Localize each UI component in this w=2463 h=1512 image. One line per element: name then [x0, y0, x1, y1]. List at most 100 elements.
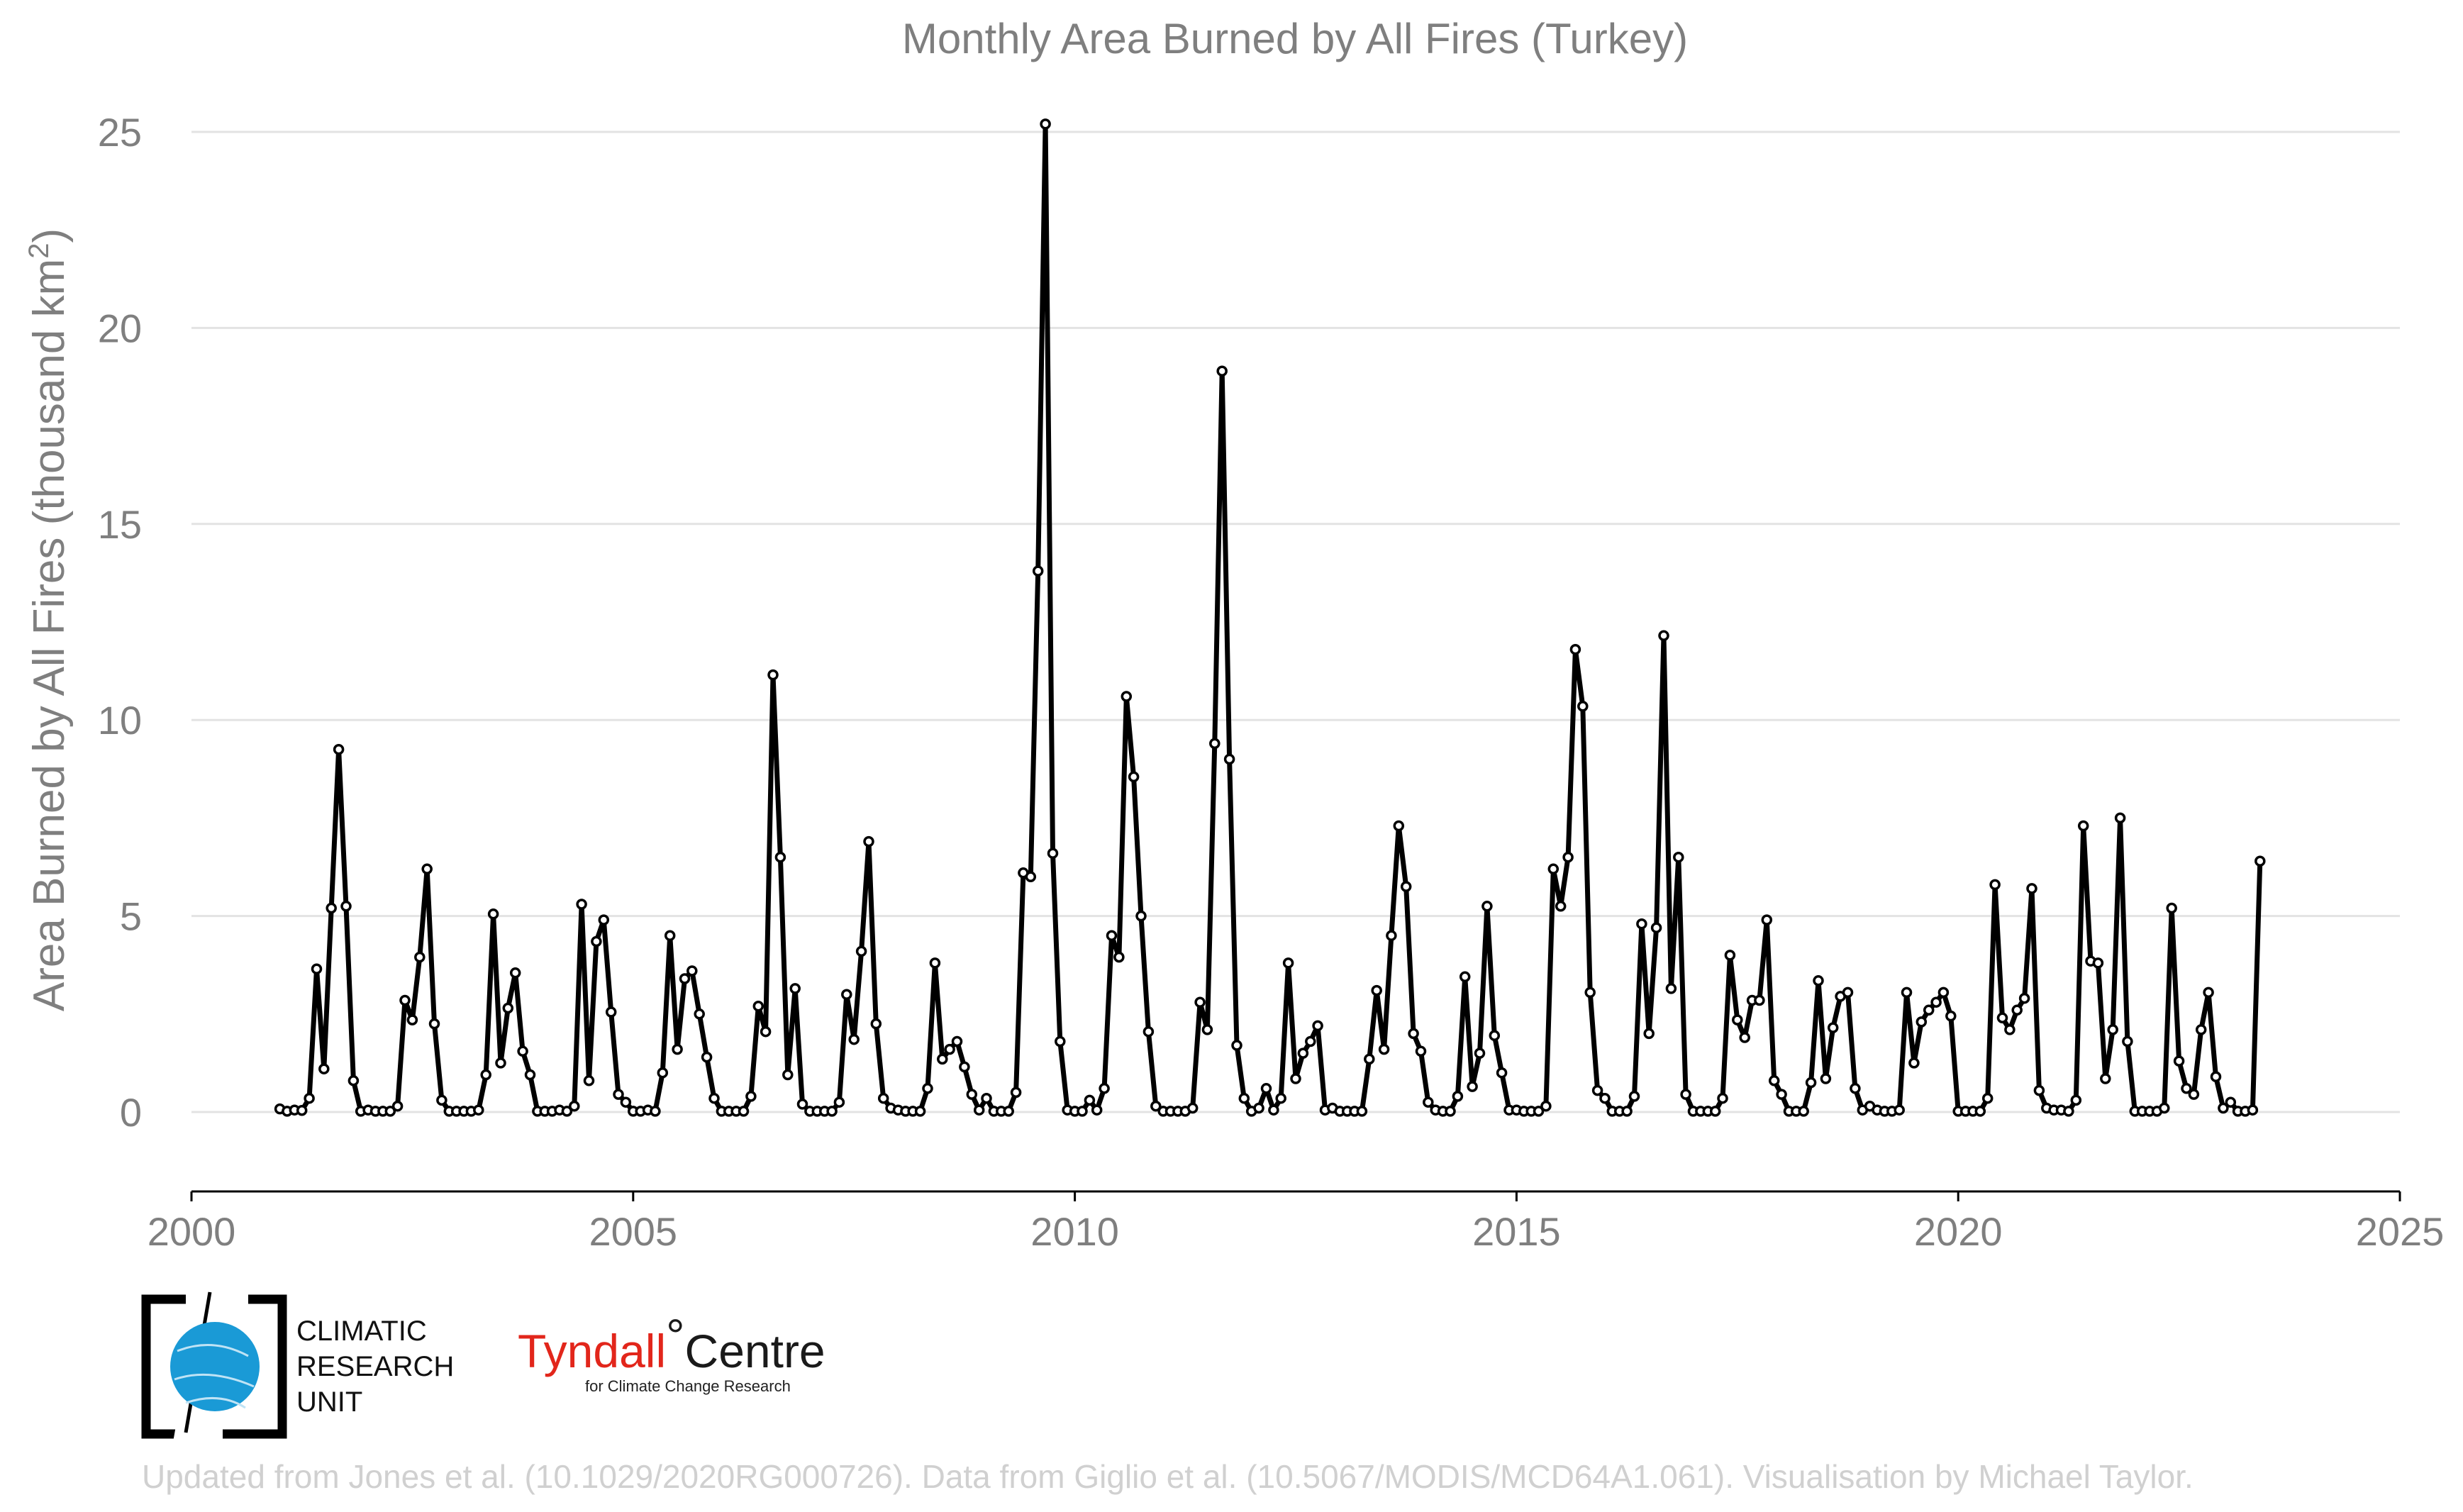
x-tick-label: 2020: [1914, 1209, 2003, 1254]
data-point: [1673, 851, 1684, 863]
data-point: [1717, 1092, 1728, 1104]
data-point: [1628, 1091, 1640, 1102]
y-tick-label: 25: [98, 110, 142, 155]
data-point: [1113, 951, 1125, 963]
data-point: [2203, 986, 2214, 999]
data-point: [1481, 901, 1493, 912]
data-point: [1996, 1012, 2008, 1024]
data-point: [1923, 1004, 1935, 1016]
y-axis-label-close: ): [25, 228, 74, 243]
data-point: [789, 983, 801, 994]
data-point: [760, 1025, 772, 1038]
data-point: [2107, 1024, 2118, 1035]
data-point: [767, 669, 779, 681]
data-point: [421, 863, 433, 875]
data-point: [686, 965, 698, 977]
data-point: [1533, 1106, 1545, 1117]
globe-icon: [170, 1322, 260, 1411]
data-point: [1636, 918, 1647, 930]
data-point: [1496, 1067, 1508, 1079]
data-point: [391, 1100, 404, 1112]
y-axis-label: Area Burned by All Fires (thousand km2): [23, 228, 74, 1011]
data-point: [1445, 1106, 1456, 1117]
data-point: [2070, 1094, 2082, 1106]
tyndall-logo: Tyndall°Centre for Climate Change Resear…: [518, 1309, 825, 1395]
data-point: [738, 1106, 750, 1117]
data-point: [1467, 1081, 1478, 1092]
data-point: [569, 1100, 580, 1112]
gridlines: [191, 130, 2400, 1113]
data-point: [495, 1057, 506, 1069]
data-point: [1400, 881, 1412, 892]
series-line: [279, 121, 2263, 1114]
data-point: [2210, 1071, 2222, 1082]
data-point: [848, 1033, 860, 1045]
data-point: [1930, 996, 1942, 1008]
data-point: [1378, 1043, 1390, 1055]
data-point: [311, 963, 323, 974]
data-point: [1489, 1030, 1501, 1041]
data-point: [1850, 1083, 1861, 1094]
y-tick-label: 15: [98, 502, 142, 547]
data-point: [1084, 1094, 1096, 1106]
data-point: [922, 1083, 933, 1094]
data-point: [591, 935, 602, 947]
data-point: [2181, 1083, 2192, 1094]
data-point: [2195, 1024, 2207, 1035]
data-point: [487, 908, 499, 920]
data-point: [340, 901, 352, 912]
data-point: [1916, 1016, 1928, 1028]
data-point: [1901, 986, 1913, 999]
tyndall-logo-degree: °: [666, 1309, 684, 1362]
data-point: [1040, 118, 1051, 130]
data-point: [1768, 1075, 1780, 1086]
data-point: [944, 1043, 955, 1055]
x-tick-label: 2010: [1030, 1209, 1119, 1254]
data-point: [598, 914, 610, 925]
data-point: [2077, 820, 2089, 832]
y-axis-label-superscript: 2: [23, 243, 55, 259]
data-point: [1128, 771, 1140, 783]
data-point: [333, 743, 345, 755]
data-point: [2092, 957, 2104, 969]
data-point: [870, 1018, 882, 1030]
data-point: [1820, 1073, 1832, 1084]
data-point: [1231, 1040, 1242, 1051]
data-point: [296, 1105, 308, 1116]
data-point: [2254, 855, 2266, 867]
y-tick-label: 20: [98, 306, 142, 350]
data-point: [1415, 1045, 1427, 1057]
data-point: [1591, 1084, 1603, 1096]
data-point: [2188, 1089, 2200, 1100]
data-point: [1135, 910, 1147, 922]
data-point: [1643, 1028, 1655, 1040]
data-point: [1106, 930, 1118, 941]
data-point: [1584, 986, 1596, 999]
data-point: [1091, 1104, 1103, 1116]
data-point: [384, 1106, 396, 1117]
data-point: [1842, 986, 1854, 999]
credit-line: Updated from Jones et al. (10.1029/2020R…: [142, 1458, 2194, 1495]
data-point: [406, 1014, 418, 1025]
data-point: [701, 1051, 713, 1063]
data-point: [1142, 1025, 1155, 1038]
y-tick-label: 5: [120, 894, 142, 939]
data-point: [583, 1075, 595, 1086]
data-point: [1577, 701, 1589, 712]
cru-logo-bracket-left: [141, 1294, 186, 1439]
data-point: [1813, 975, 1824, 986]
cru-logo-line2: RESEARCH: [296, 1351, 454, 1382]
data-point: [951, 1035, 963, 1047]
data-point: [1569, 643, 1581, 655]
data-point: [1201, 1024, 1213, 1035]
x-tick-label: 2000: [148, 1209, 236, 1254]
data-point: [2114, 812, 2126, 824]
data-point: [428, 1018, 440, 1030]
chart-title: Monthly Area Burned by All Fires (Turkey…: [902, 15, 1688, 62]
data-point: [1364, 1053, 1375, 1065]
data-point: [1658, 630, 1669, 642]
data-point: [1761, 914, 1773, 925]
data-point: [576, 899, 587, 910]
data-point: [966, 1089, 978, 1100]
